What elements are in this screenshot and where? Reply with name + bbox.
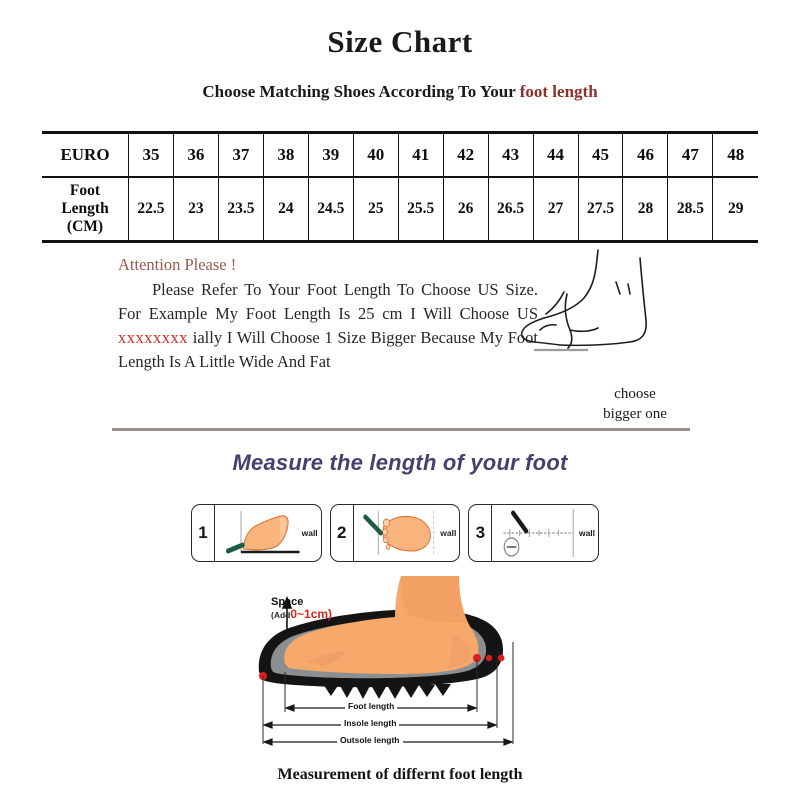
section-divider [112, 428, 690, 431]
sketch-caption: choose bigger one [545, 384, 725, 424]
dimension-label-foot-length: Foot length [345, 701, 398, 711]
size-table-container: EURO 35 36 37 38 39 40 41 42 43 44 45 46… [42, 131, 758, 243]
space-callout-value: 0~1cm) [290, 607, 333, 621]
diagram-caption: Measurement of differnt foot length [277, 766, 523, 783]
table-cell-foot-length: 26.5 [487, 177, 534, 243]
table-row-euro: EURO 35 36 37 38 39 40 41 42 43 44 45 46… [42, 131, 758, 178]
attention-heading: Attention Please ! [118, 255, 237, 274]
table-cell-euro: 39 [307, 131, 354, 178]
dimension-label-outsole-length: Outsole length [337, 735, 403, 745]
row-header-line1: Foot [69, 181, 101, 199]
page-title: Size Chart [327, 24, 473, 59]
size-table: EURO 35 36 37 38 39 40 41 42 43 44 45 46… [42, 131, 758, 243]
step-panel-1: 1 wall [191, 504, 322, 562]
table-cell-euro: 42 [442, 131, 489, 178]
table-cell-foot-length: 22.5 [128, 177, 174, 243]
step-panel-2: 2 wall [329, 504, 461, 562]
table-cell-foot-length: 25.5 [397, 177, 444, 243]
table-cell-euro: 38 [262, 131, 309, 178]
step-wall-label-3: wall [578, 528, 596, 538]
table-cell-euro: 37 [217, 131, 264, 178]
table-cell-foot-length: 28.5 [667, 177, 714, 243]
table-cell-foot-length: 25 [352, 177, 399, 243]
step-illustration-ruler-icon: wall [492, 505, 598, 561]
table-cell-foot-length: 29 [712, 177, 758, 243]
sketch-caption-line2: bigger one [603, 406, 667, 422]
space-callout-label: Space (Add0~1cm) [271, 596, 332, 621]
row-header-euro: EURO [42, 131, 129, 178]
table-cell-euro: 43 [487, 131, 534, 178]
space-callout-line2: (Add0~1cm) [271, 608, 332, 621]
table-cell-euro: 46 [622, 131, 669, 178]
measure-section-heading: Measure the length of your foot [232, 450, 568, 475]
subtitle-accent: foot length [519, 82, 598, 101]
sketch-caption-line1: choose [614, 386, 656, 402]
dimension-label-insole-length: Insole length [341, 718, 400, 728]
step-number-2: 2 [331, 505, 354, 561]
table-cell-foot-length: 23.5 [217, 177, 264, 243]
attention-redacted: xxxxxxxx [118, 328, 188, 347]
attention-text-part1: Please Refer To Your Foot Length To Choo… [118, 280, 538, 323]
foot-outline-sketch-icon [520, 246, 720, 376]
row-header-foot-length: Foot Length (CM) [42, 177, 129, 243]
space-callout-add: (Add [271, 610, 291, 620]
step-panel-3: 3 wall [468, 504, 600, 562]
row-header-line2: Length [61, 199, 109, 217]
table-cell-euro: 40 [352, 131, 399, 178]
table-cell-euro: 45 [577, 131, 624, 178]
step-wall-label-1: wall [301, 528, 318, 538]
table-cell-foot-length: 27.5 [577, 177, 624, 243]
table-cell-euro: 47 [667, 131, 714, 178]
table-cell-foot-length: 26 [442, 177, 489, 243]
table-cell-foot-length: 28 [622, 177, 669, 243]
measure-steps-strip: 1 wall 2 [191, 504, 600, 562]
attention-paragraph: Please Refer To Your Foot Length To Choo… [118, 278, 538, 374]
table-cell-foot-length: 23 [172, 177, 219, 243]
foot-in-shoe-diagram: Foot length Insole length Outsole length [245, 572, 555, 752]
table-cell-foot-length: 24 [262, 177, 309, 243]
step-illustration-foot-top-icon: wall [354, 505, 460, 561]
subtitle-text: Choose Matching Shoes According To Your [202, 82, 520, 101]
step-illustration-foot-profile-icon: wall [215, 505, 321, 561]
page-subtitle: Choose Matching Shoes According To Your … [0, 82, 800, 102]
step-number-3: 3 [469, 505, 493, 561]
row-header-line3: (CM) [66, 218, 104, 236]
step-wall-label-2: wall [440, 528, 457, 538]
table-cell-euro: 36 [172, 131, 219, 178]
table-cell-foot-length: 24.5 [307, 177, 354, 243]
table-cell-euro: 44 [532, 131, 579, 178]
attention-text-part2: ially I Will Choose 1 Size Bigger Becaus… [118, 328, 538, 371]
attention-block: Attention Please ! Please Refer To Your … [118, 253, 538, 374]
table-cell-foot-length: 27 [532, 177, 579, 243]
space-callout-line1: Space [271, 596, 304, 608]
table-cell-euro: 41 [397, 131, 444, 178]
table-row-foot-length: Foot Length (CM) 22.5 23 23.5 24 24.5 25… [42, 177, 758, 243]
table-cell-euro: 48 [712, 131, 758, 178]
step-number-1: 1 [192, 505, 215, 561]
table-cell-euro: 35 [128, 131, 174, 178]
